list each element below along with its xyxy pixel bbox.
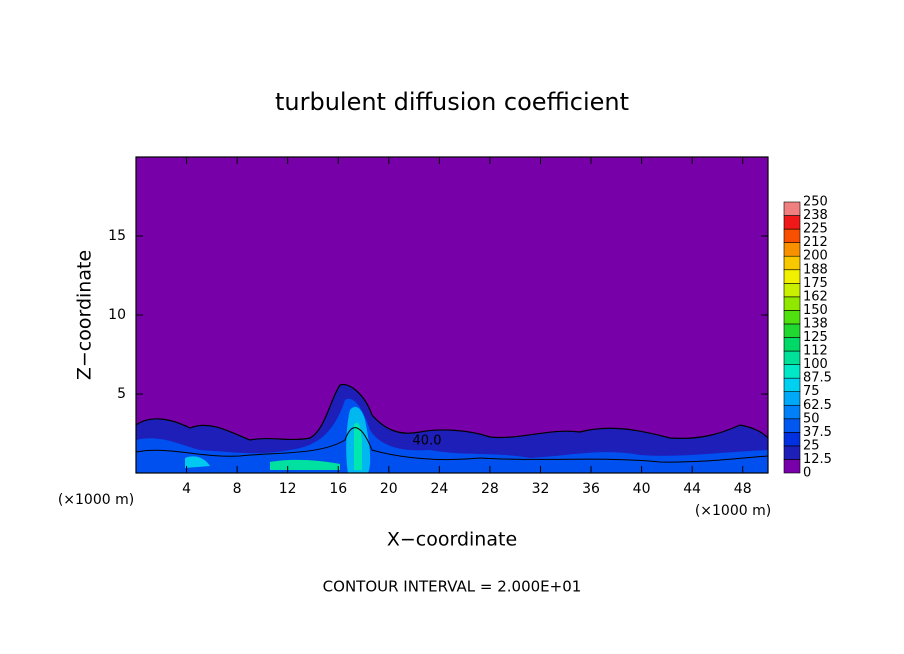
colorbar-label: 12.5 — [803, 452, 832, 467]
colorbar-label: 50 — [803, 411, 820, 426]
x-tick-label: 24 — [430, 481, 448, 497]
colorbar-segment — [783, 323, 801, 338]
colorbar-label: 125 — [803, 330, 828, 345]
colorbar-label: 238 — [803, 208, 828, 223]
colorbar-segment — [783, 364, 801, 379]
x-unit-label: (×1000 m) — [695, 503, 771, 519]
contour-fill — [354, 422, 362, 470]
colorbar-label: 212 — [803, 235, 828, 250]
colorbar-label: 138 — [803, 316, 828, 331]
colorbar-segment — [783, 337, 801, 352]
x-tick-label: 44 — [683, 481, 701, 497]
x-tick-label: 12 — [279, 481, 297, 497]
x-tick-label: 20 — [380, 481, 398, 497]
colorbar-label: 112 — [803, 344, 828, 359]
colorbar-segment — [783, 296, 801, 311]
x-tick-label: 40 — [633, 481, 651, 497]
contour-line — [136, 427, 768, 463]
colorbar-label: 150 — [803, 303, 828, 318]
x-tick-label: 48 — [734, 481, 752, 497]
colorbar-label: 62.5 — [803, 398, 832, 413]
contour-fill — [136, 398, 768, 473]
colorbar-segment — [783, 282, 801, 298]
x-tick-label: 16 — [329, 481, 347, 497]
colorbar-segment — [783, 310, 801, 325]
contour-field — [136, 384, 768, 473]
colorbar-segment — [783, 201, 801, 216]
colorbar-segment — [783, 404, 801, 420]
y-tick-label: 5 — [117, 386, 126, 402]
x-axis-label: X−coordinate — [387, 529, 517, 551]
colorbar-label: 175 — [803, 276, 828, 291]
x-tick-label: 28 — [481, 481, 499, 497]
y-tick-label: 10 — [108, 307, 126, 323]
colorbar-segment — [783, 377, 801, 392]
colorbar-segment — [783, 445, 801, 460]
y-tick-label: 15 — [108, 228, 126, 244]
colorbar-segment — [783, 269, 801, 284]
colorbar-label: 75 — [803, 384, 820, 399]
y-axis-label: Z−coordinate — [74, 250, 96, 380]
x-tick-label: 36 — [582, 481, 600, 497]
colorbar-segment — [783, 350, 801, 365]
x-tick-label: 4 — [182, 481, 191, 497]
colorbar-label: 87.5 — [803, 371, 832, 386]
colorbar-segment — [783, 228, 801, 243]
colorbar-label: 0 — [803, 466, 811, 481]
colorbar-segment — [783, 391, 801, 406]
plot-background — [136, 157, 768, 473]
footnote: CONTOUR INTERVAL = 2.000E+01 — [323, 578, 582, 596]
colorbar-label: 25 — [803, 438, 820, 453]
x-unit-label: (×1000 m) — [58, 492, 134, 508]
colorbar-segment — [783, 242, 801, 257]
colorbar-segment — [783, 418, 801, 433]
colorbar-segment — [783, 432, 801, 447]
x-tick-label: 32 — [532, 481, 550, 497]
contour-fill — [185, 456, 210, 468]
colorbar-label: 250 — [803, 195, 828, 210]
x-tick-label: 8 — [233, 481, 242, 497]
colorbar-label: 100 — [803, 357, 828, 372]
colorbar-label: 200 — [803, 249, 828, 264]
colorbar-label: 188 — [803, 262, 828, 277]
colorbar-segment — [783, 255, 801, 271]
colorbar-label: 162 — [803, 289, 828, 304]
chart-title: turbulent diffusion coefficient — [275, 88, 629, 116]
contour-label: 40.0 — [413, 434, 442, 449]
colorbar-label: 37.5 — [803, 425, 832, 440]
colorbar-segment — [783, 459, 801, 474]
colorbar-label: 225 — [803, 222, 828, 237]
colorbar-segment — [783, 215, 801, 230]
contour-line — [136, 384, 768, 441]
